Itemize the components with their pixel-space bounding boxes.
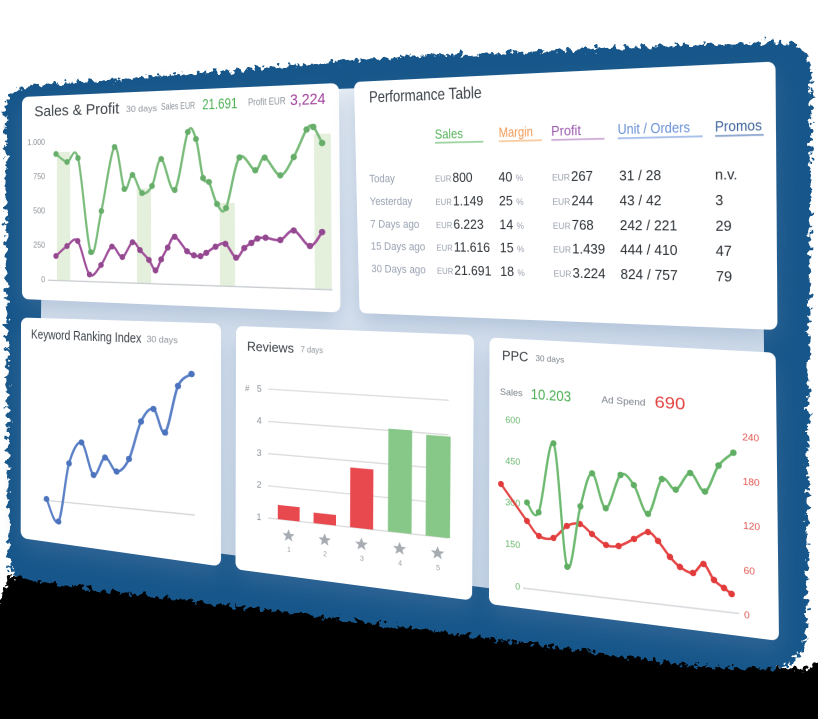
svg-text:EUR: EUR <box>435 173 452 184</box>
svg-text:25: 25 <box>499 195 513 209</box>
svg-text:PPC: PPC <box>502 348 528 365</box>
svg-text:444 / 410: 444 / 410 <box>620 243 678 259</box>
svg-text:1: 1 <box>256 511 261 522</box>
svg-text:Sales: Sales <box>500 386 523 399</box>
svg-text:%: % <box>516 196 524 207</box>
svg-text:EUR: EUR <box>436 243 453 254</box>
svg-text:Unit / Orders: Unit / Orders <box>617 121 690 138</box>
svg-text:21.691: 21.691 <box>454 264 491 279</box>
svg-text:21.691: 21.691 <box>202 94 237 113</box>
svg-text:120: 120 <box>743 519 761 533</box>
svg-text:11.616: 11.616 <box>454 241 490 256</box>
svg-text:Sales & Profit: Sales & Profit <box>34 100 119 120</box>
svg-text:250: 250 <box>33 240 45 250</box>
svg-text:15: 15 <box>500 242 514 256</box>
svg-text:30 days: 30 days <box>147 334 178 345</box>
svg-text:Profit EUR: Profit EUR <box>248 95 286 108</box>
svg-text:Today: Today <box>369 173 395 186</box>
svg-text:242 / 221: 242 / 221 <box>620 219 678 234</box>
svg-text:EUR: EUR <box>437 266 454 277</box>
svg-text:3: 3 <box>715 194 723 209</box>
svg-text:3,224: 3,224 <box>290 89 326 108</box>
svg-text:5: 5 <box>257 383 262 394</box>
svg-text:Profit: Profit <box>551 124 582 139</box>
svg-text:0: 0 <box>41 274 45 284</box>
svg-text:47: 47 <box>716 245 732 261</box>
svg-text:30 Days ago: 30 Days ago <box>371 263 426 277</box>
svg-text:450: 450 <box>505 455 520 468</box>
svg-text:2: 2 <box>323 551 327 559</box>
svg-text:%: % <box>517 244 525 255</box>
svg-text:Keyword Ranking Index: Keyword Ranking Index <box>31 327 141 346</box>
svg-text:EUR: EUR <box>552 172 571 183</box>
svg-text:3: 3 <box>257 447 262 458</box>
svg-text:%: % <box>517 268 525 279</box>
svg-text:5: 5 <box>436 564 441 573</box>
svg-text:Sales EUR: Sales EUR <box>161 99 195 112</box>
svg-text:7 days: 7 days <box>301 344 323 355</box>
svg-text:Yesterday: Yesterday <box>370 196 413 209</box>
svg-text:43 / 42: 43 / 42 <box>619 194 661 209</box>
svg-text:1.000: 1.000 <box>27 137 45 147</box>
svg-text:#: # <box>245 383 250 393</box>
svg-text:0: 0 <box>515 580 520 592</box>
svg-text:EUR: EUR <box>552 196 571 207</box>
svg-text:600: 600 <box>505 414 520 426</box>
svg-text:1: 1 <box>287 546 291 554</box>
svg-text:824 / 757: 824 / 757 <box>620 268 678 284</box>
svg-text:15 Days ago: 15 Days ago <box>371 241 426 254</box>
svg-text:30 days: 30 days <box>126 103 157 114</box>
svg-text:Promos: Promos <box>715 119 762 136</box>
svg-text:EUR: EUR <box>436 220 453 231</box>
svg-text:800: 800 <box>452 171 472 185</box>
svg-text:60: 60 <box>744 564 756 577</box>
svg-text:EUR: EUR <box>553 244 572 255</box>
svg-text:10.203: 10.203 <box>531 385 571 405</box>
svg-text:Margin: Margin <box>499 125 534 140</box>
svg-text:%: % <box>517 220 525 231</box>
svg-text:4: 4 <box>398 560 402 569</box>
svg-text:4: 4 <box>257 415 262 426</box>
svg-text:500: 500 <box>33 206 45 216</box>
svg-text:EUR: EUR <box>435 197 452 207</box>
svg-text:EUR: EUR <box>554 268 573 279</box>
svg-text:29: 29 <box>715 219 731 234</box>
svg-text:1.149: 1.149 <box>453 195 484 209</box>
svg-text:2: 2 <box>257 479 262 490</box>
svg-text:7 Days ago: 7 Days ago <box>370 218 420 231</box>
svg-text:3: 3 <box>360 555 364 563</box>
svg-text:6.223: 6.223 <box>453 218 484 232</box>
svg-text:150: 150 <box>505 538 520 551</box>
svg-text:40: 40 <box>498 171 512 185</box>
svg-text:31 / 28: 31 / 28 <box>619 169 661 184</box>
svg-text:3.224: 3.224 <box>572 267 606 282</box>
svg-text:30 days: 30 days <box>535 353 564 365</box>
svg-text:240: 240 <box>742 431 759 444</box>
svg-text:Sales: Sales <box>435 128 464 143</box>
svg-text:1.439: 1.439 <box>572 243 605 258</box>
svg-text:18: 18 <box>500 265 514 280</box>
svg-text:690: 690 <box>655 392 686 413</box>
svg-text:0: 0 <box>744 608 750 621</box>
svg-text:Performance Table: Performance Table <box>369 84 482 106</box>
svg-text:14: 14 <box>499 218 514 232</box>
svg-text:267: 267 <box>571 170 593 185</box>
svg-text:79: 79 <box>716 270 732 286</box>
svg-text:Reviews: Reviews <box>247 339 294 357</box>
svg-text:750: 750 <box>33 172 45 182</box>
svg-text:EUR: EUR <box>553 220 572 231</box>
svg-text:180: 180 <box>743 475 760 489</box>
svg-text:244: 244 <box>571 194 594 209</box>
svg-text:n.v.: n.v. <box>715 168 738 184</box>
svg-text:768: 768 <box>572 219 594 234</box>
svg-text:%: % <box>516 172 524 183</box>
svg-text:Ad Spend: Ad Spend <box>601 394 645 409</box>
